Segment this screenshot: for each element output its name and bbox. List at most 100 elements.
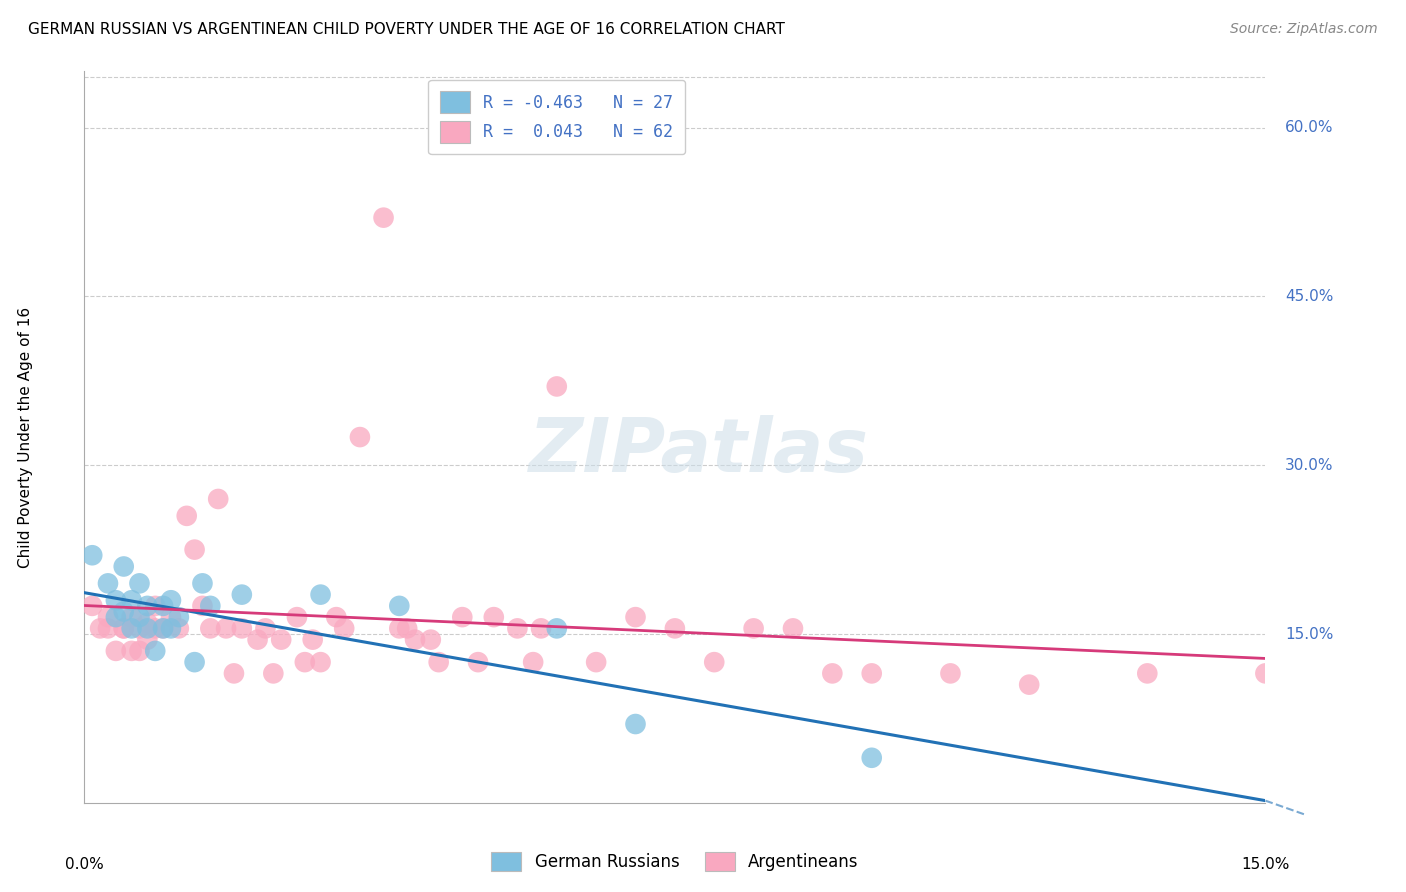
- Point: [782, 621, 804, 635]
- Point: [262, 666, 284, 681]
- Point: [388, 599, 411, 613]
- Point: [104, 644, 127, 658]
- Point: [160, 610, 183, 624]
- Point: [200, 621, 222, 635]
- Point: [128, 576, 150, 591]
- Point: [222, 666, 245, 681]
- Text: 15.0%: 15.0%: [1241, 857, 1289, 871]
- Point: [860, 666, 883, 681]
- Point: [82, 599, 104, 613]
- Point: [82, 548, 104, 562]
- Point: [246, 632, 269, 647]
- Point: [301, 632, 323, 647]
- Point: [388, 621, 411, 635]
- Point: [546, 379, 568, 393]
- Point: [97, 576, 120, 591]
- Point: [136, 599, 159, 613]
- Point: [143, 644, 166, 658]
- Point: [167, 621, 190, 635]
- Point: [136, 632, 159, 647]
- Point: [1254, 666, 1277, 681]
- Point: [143, 621, 166, 635]
- Point: [530, 621, 553, 635]
- Point: [183, 542, 205, 557]
- Point: [325, 610, 347, 624]
- Point: [152, 599, 174, 613]
- Point: [160, 593, 183, 607]
- Point: [451, 610, 474, 624]
- Text: Source: ZipAtlas.com: Source: ZipAtlas.com: [1230, 22, 1378, 37]
- Point: [167, 610, 190, 624]
- Point: [742, 621, 765, 635]
- Point: [104, 610, 127, 624]
- Point: [270, 632, 292, 647]
- Point: [585, 655, 607, 669]
- Point: [1018, 678, 1040, 692]
- Point: [396, 621, 419, 635]
- Legend: German Russians, Argentineans: German Russians, Argentineans: [484, 843, 866, 880]
- Point: [333, 621, 356, 635]
- Point: [624, 610, 647, 624]
- Point: [136, 615, 159, 630]
- Point: [467, 655, 489, 669]
- Text: 45.0%: 45.0%: [1285, 289, 1333, 304]
- Point: [427, 655, 450, 669]
- Point: [97, 610, 120, 624]
- Point: [482, 610, 505, 624]
- Point: [121, 621, 143, 635]
- Point: [860, 751, 883, 765]
- Point: [112, 621, 135, 635]
- Point: [112, 621, 135, 635]
- Text: GERMAN RUSSIAN VS ARGENTINEAN CHILD POVERTY UNDER THE AGE OF 16 CORRELATION CHAR: GERMAN RUSSIAN VS ARGENTINEAN CHILD POVE…: [28, 22, 785, 37]
- Point: [191, 599, 214, 613]
- Text: 15.0%: 15.0%: [1285, 626, 1333, 641]
- Point: [309, 655, 332, 669]
- Point: [546, 621, 568, 635]
- Text: 0.0%: 0.0%: [65, 857, 104, 871]
- Point: [104, 593, 127, 607]
- Point: [419, 632, 441, 647]
- Point: [254, 621, 277, 635]
- Legend: R = -0.463   N = 27, R =  0.043   N = 62: R = -0.463 N = 27, R = 0.043 N = 62: [429, 79, 685, 154]
- Point: [506, 621, 529, 635]
- Text: 30.0%: 30.0%: [1285, 458, 1333, 473]
- Point: [624, 717, 647, 731]
- Text: 60.0%: 60.0%: [1285, 120, 1333, 135]
- Point: [285, 610, 308, 624]
- Point: [294, 655, 316, 669]
- Point: [121, 610, 143, 624]
- Point: [703, 655, 725, 669]
- Point: [939, 666, 962, 681]
- Point: [152, 621, 174, 635]
- Point: [309, 588, 332, 602]
- Point: [200, 599, 222, 613]
- Point: [1136, 666, 1159, 681]
- Point: [231, 621, 253, 635]
- Point: [136, 621, 159, 635]
- Point: [160, 621, 183, 635]
- Point: [112, 605, 135, 619]
- Point: [112, 559, 135, 574]
- Point: [191, 576, 214, 591]
- Text: Child Poverty Under the Age of 16: Child Poverty Under the Age of 16: [18, 307, 32, 567]
- Point: [128, 644, 150, 658]
- Point: [231, 588, 253, 602]
- Point: [152, 621, 174, 635]
- Text: ZIPatlas: ZIPatlas: [529, 415, 869, 488]
- Point: [97, 621, 120, 635]
- Point: [821, 666, 844, 681]
- Point: [183, 655, 205, 669]
- Point: [176, 508, 198, 523]
- Point: [121, 593, 143, 607]
- Point: [89, 621, 111, 635]
- Point: [664, 621, 686, 635]
- Point: [207, 491, 229, 506]
- Point: [522, 655, 544, 669]
- Point: [128, 621, 150, 635]
- Point: [404, 632, 426, 647]
- Point: [143, 599, 166, 613]
- Point: [128, 610, 150, 624]
- Point: [349, 430, 371, 444]
- Point: [121, 644, 143, 658]
- Point: [215, 621, 238, 635]
